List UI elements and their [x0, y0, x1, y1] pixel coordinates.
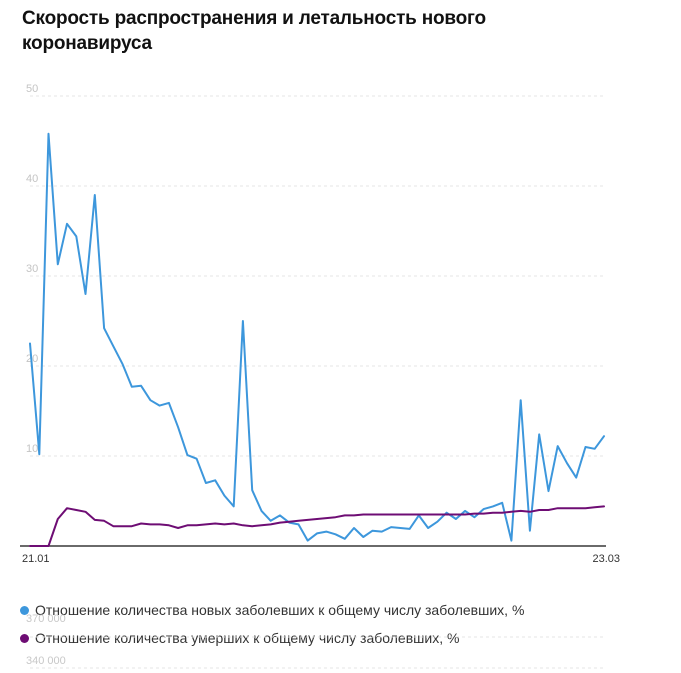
legend-label: Отношение количества умерших к общему чи… — [35, 630, 460, 646]
y-tick-label: 10 — [26, 443, 38, 455]
legend-dot-icon — [20, 605, 29, 615]
y-tick-label: 50 — [26, 83, 38, 95]
legend-label: Отношение количества новых заболевших к … — [35, 602, 525, 618]
y-tick-label: 40 — [26, 173, 38, 185]
chart-title: Скорость распространения и летальность н… — [22, 8, 486, 54]
legend-item-new-cases[interactable]: Отношение количества новых заболевших к … — [20, 596, 660, 624]
x-tick-label-end: 23.03 — [592, 553, 620, 565]
y-tick-label: 30 — [26, 263, 38, 275]
legend: Отношение количества новых заболевших к … — [20, 596, 660, 652]
grid-lines — [30, 95, 604, 457]
series-line-0 — [29, 132, 605, 542]
x-tick-label-start: 21.01 — [22, 553, 50, 565]
series-line-1 — [29, 505, 605, 547]
legend-dot-icon — [20, 633, 29, 643]
series-layer — [29, 132, 605, 547]
ghost-tick-label: 340 000 — [26, 655, 66, 667]
legend-item-deaths[interactable]: Отношение количества умерших к общему чи… — [20, 624, 660, 652]
